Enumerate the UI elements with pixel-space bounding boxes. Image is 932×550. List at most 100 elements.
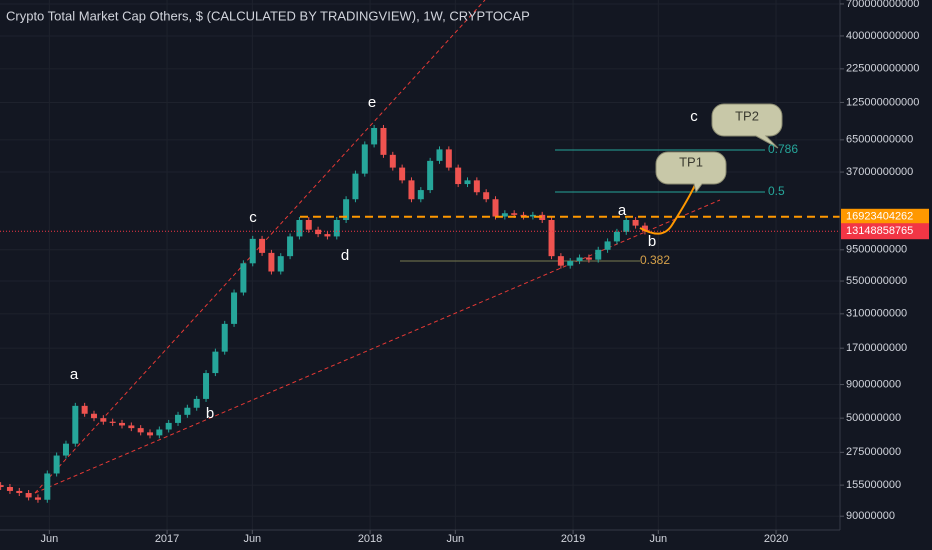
candle-body [371, 127, 378, 145]
candle-body [137, 428, 144, 433]
y-tick-label: 500000000 [846, 412, 901, 424]
candle-body [576, 257, 583, 262]
target-label: TP1 [679, 154, 703, 169]
x-tick-label: 2018 [358, 533, 382, 545]
candle-body [408, 180, 415, 200]
candle-body [389, 154, 396, 168]
candle-body [557, 256, 564, 266]
candle-body [119, 422, 126, 426]
candle-body [585, 257, 592, 260]
x-tick-label: Jun [649, 533, 667, 545]
y-tick-label: 155000000 [846, 479, 901, 491]
projection [639, 184, 696, 235]
candle-body [520, 214, 527, 217]
candle-body [277, 256, 284, 272]
candle-body [53, 455, 60, 474]
candle-body [16, 490, 23, 494]
candle-body [6, 486, 13, 491]
candle-body [399, 167, 406, 181]
candle-body [445, 149, 452, 168]
y-tick-label: 1700000000 [846, 342, 907, 354]
x-tick-label: Jun [243, 533, 261, 545]
candle-body [492, 199, 499, 217]
candle-body [641, 225, 648, 232]
y-tick-label: 125000000000 [846, 96, 919, 108]
candle-body [417, 190, 424, 200]
y-tick-label: 90000000 [846, 510, 895, 522]
candle-body [72, 405, 79, 444]
wave-label: c [690, 108, 698, 125]
candle-body [147, 432, 154, 436]
candle-body [100, 418, 107, 422]
y-tick-label: 65000000000 [846, 134, 913, 146]
y-tick-label: 3100000000 [846, 308, 907, 320]
candle-body [287, 236, 294, 257]
candle-body [623, 219, 630, 232]
wave-label: b [206, 405, 214, 422]
candle-body [221, 323, 228, 352]
candle-body [333, 219, 340, 237]
candle-body [305, 219, 312, 230]
candle-body [464, 180, 471, 185]
candle-body [259, 238, 266, 253]
x-tick-label: Jun [446, 533, 464, 545]
y-tick-label: 5500000000 [846, 275, 907, 287]
fib-label: 0.382 [640, 253, 670, 267]
candle-body [231, 292, 238, 324]
candle-body [296, 219, 303, 237]
wave-label: c [249, 209, 257, 226]
wave-label: a [618, 202, 627, 219]
candle-body [128, 425, 135, 429]
y-tick-label: 400000000000 [846, 30, 919, 42]
candle-body [483, 192, 490, 200]
candle-body [427, 160, 434, 191]
candle-body [632, 219, 639, 226]
candle-body [343, 199, 350, 220]
candle-body [212, 351, 219, 374]
candle-body [455, 167, 462, 185]
candle-body [240, 263, 247, 293]
candle-body [165, 422, 172, 430]
price-label: 13148858765 [846, 225, 913, 237]
candle-body [25, 493, 32, 498]
chart-title: Crypto Total Market Cap Others, $ (CALCU… [6, 8, 530, 23]
candle-body [81, 405, 88, 414]
candle-body [62, 443, 69, 456]
wave-label: d [341, 247, 349, 264]
candle-body [567, 261, 574, 266]
candle-body [324, 234, 331, 237]
candle-body [473, 180, 480, 193]
candle-body [156, 429, 163, 436]
target-bubble [655, 151, 727, 194]
candle-body [529, 214, 536, 217]
target-bubble [711, 103, 783, 149]
candle-body [34, 497, 41, 500]
candle-body [539, 214, 546, 220]
candle-body [436, 149, 443, 161]
candle-body [0, 485, 4, 487]
candle-body [595, 249, 602, 260]
fib-label: 0.5 [768, 184, 785, 198]
y-tick-label: 225000000000 [846, 63, 919, 75]
candle-body [315, 229, 322, 235]
plot [0, 124, 840, 503]
candle-body [604, 241, 611, 250]
candle-body [90, 413, 97, 419]
trend-line [34, 199, 721, 494]
fib-label: 0.786 [768, 142, 798, 156]
trend-line [34, 0, 486, 494]
y-tick-label: 37000000000 [846, 166, 913, 178]
candle-body [511, 213, 518, 215]
y-tick-label: 700000000000 [846, 0, 919, 10]
candle-body [109, 421, 116, 423]
candle-body [249, 238, 256, 264]
target-label: TP2 [735, 108, 759, 123]
wave-label: a [70, 366, 79, 383]
candle-body [613, 231, 620, 242]
candle-body [352, 173, 359, 200]
candle-body [268, 252, 275, 272]
candle-body [184, 407, 191, 415]
candle-body [548, 219, 555, 257]
